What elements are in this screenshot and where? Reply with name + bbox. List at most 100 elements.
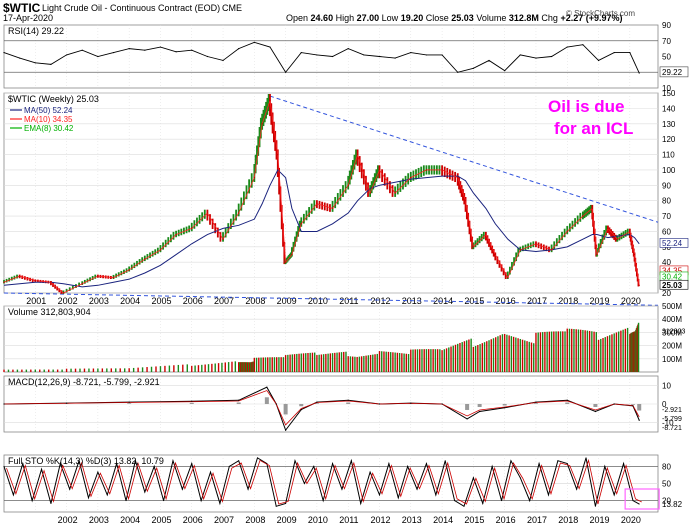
- price-year-label-2001: 2001: [26, 296, 46, 306]
- annotation-line-2: for an ICL: [554, 119, 634, 138]
- sto-point-39: [369, 471, 371, 473]
- sto-point-7: [69, 488, 71, 490]
- rsi-point-28: [441, 54, 443, 56]
- chg-label: Chg: [541, 13, 558, 23]
- legend-label-0: MA(50) 52.24: [24, 106, 73, 115]
- sto-year-label-2003: 2003: [89, 515, 109, 525]
- macd-hist-18: [565, 402, 570, 404]
- price-point-32: [441, 169, 443, 171]
- rsi-point-1: [19, 57, 21, 59]
- price-flag-label-1: 34.35: [662, 266, 683, 275]
- macd-hist-19: [593, 404, 598, 407]
- ohlc-readout: Open 24.60 High 27.00 Low 19.20 Close 25…: [286, 13, 623, 23]
- volume-tick-label-1: 200M: [662, 342, 682, 351]
- sto-point-20: [191, 463, 193, 465]
- price-point-11: [175, 233, 177, 236]
- price-year-label-2019: 2019: [590, 296, 610, 306]
- macd-hist-5: [264, 397, 269, 404]
- sto-point-48: [454, 500, 456, 502]
- price-tick-label-6: 80: [662, 197, 671, 206]
- price-year-label-2015: 2015: [464, 296, 484, 306]
- volume-value: 312.8M: [508, 13, 539, 23]
- macd-point-15: [479, 410, 481, 413]
- price-point-6: [97, 275, 99, 277]
- price-tick-label-11: 130: [662, 120, 676, 129]
- price-point-48: [629, 230, 631, 233]
- open-label: Open: [286, 13, 309, 23]
- sto-tick-label-2: 80: [662, 462, 671, 471]
- sto-year-label-2013: 2013: [402, 515, 422, 525]
- sto-point-46: [435, 494, 437, 496]
- price-point-1: [18, 275, 21, 277]
- macd-hist-10: [346, 402, 351, 404]
- price-year-label-2020: 2020: [621, 296, 641, 306]
- sto-point-65: [613, 494, 615, 496]
- sto-point-61: [576, 488, 578, 490]
- macd-point-18: [566, 399, 568, 401]
- rsi-point-31: [488, 59, 490, 62]
- price-point-10: [159, 249, 162, 251]
- macd-point-14: [466, 418, 468, 420]
- rsi-title: RSI(14) 29.22: [8, 26, 64, 36]
- sto-year-label-2020: 2020: [621, 515, 641, 525]
- price-point-46: [607, 227, 609, 230]
- rsi-point-0: [3, 51, 5, 54]
- price-point-21: [291, 253, 293, 256]
- macd-hist-9: [314, 403, 319, 404]
- price-point-19: [277, 153, 279, 156]
- price-tick-label-8: 100: [662, 166, 676, 175]
- volume-tick-label-2: 300M: [662, 328, 682, 337]
- price-point-4: [62, 292, 65, 294]
- sto-point-9: [87, 497, 89, 499]
- macd-hist-2: [127, 403, 132, 404]
- sto-point-43: [407, 465, 409, 467]
- sto-d-line: [6, 458, 642, 505]
- sto-year-label-2011: 2011: [339, 515, 358, 525]
- legend-label-2: EMA(8) 30.42: [24, 124, 74, 133]
- price-flag-box-3: [659, 279, 689, 290]
- macd-point-7: [285, 429, 287, 431]
- rsi-point-21: [331, 55, 334, 58]
- price-point-49: [633, 253, 636, 256]
- sto-year-label-2005: 2005: [151, 515, 171, 525]
- sto-point-12: [116, 463, 118, 465]
- macd-hist-4: [236, 402, 241, 404]
- sto-year-label-2010: 2010: [308, 515, 328, 525]
- macd-flag-label-1: -5.799: [662, 416, 682, 423]
- sto-point-54: [510, 460, 512, 462]
- price-year-label-2003: 2003: [89, 296, 109, 306]
- annotation-line-1: Oil is due: [548, 97, 625, 116]
- sto-point-19: [181, 488, 183, 490]
- sto-point-40: [379, 494, 381, 496]
- rsi-point-38: [597, 59, 600, 62]
- price-point-50: [638, 284, 640, 287]
- price-point-23: [316, 203, 318, 205]
- sto-point-17: [163, 500, 165, 502]
- macd-point-3: [191, 400, 193, 402]
- sto-point-62: [585, 457, 587, 459]
- oversold-highlight-box: [624, 488, 660, 510]
- rsi-point-13: [206, 55, 208, 58]
- sto-point-14: [134, 460, 136, 462]
- sto-year-label-2006: 2006: [183, 515, 203, 525]
- rsi-point-39: [613, 51, 615, 54]
- sto-point-47: [444, 460, 446, 462]
- price-point-3: [50, 281, 52, 283]
- sto-year-label-2018: 2018: [558, 515, 578, 525]
- price-year-label-2012: 2012: [371, 296, 391, 306]
- macd-hist-14: [465, 404, 470, 410]
- price-point-9: [144, 258, 146, 260]
- sto-point-55: [519, 477, 521, 479]
- sto-point-60: [566, 463, 568, 465]
- sto-point-49: [463, 505, 465, 507]
- sto-point-23: [219, 502, 221, 504]
- macd-point-11: [378, 403, 381, 405]
- price-tick-label-0: 20: [662, 289, 671, 298]
- volume-title: Volume 312,803,904: [8, 307, 91, 317]
- macd-point-5: [266, 386, 268, 388]
- sto-year-label-2019: 2019: [590, 515, 610, 525]
- sto-point-10: [97, 471, 99, 473]
- price-flag-label-2: 30.42: [662, 272, 683, 281]
- rsi-tick-label-0: 10: [662, 84, 671, 93]
- price-year-label-2009: 2009: [277, 296, 297, 306]
